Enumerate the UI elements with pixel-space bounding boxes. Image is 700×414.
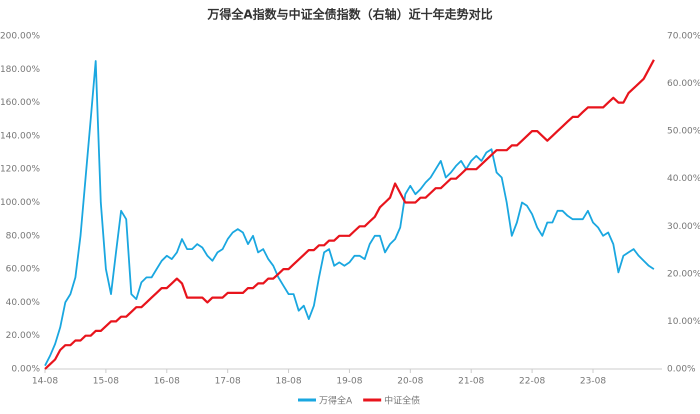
y-tick-label: 80.00% [6,231,41,241]
y-tick-label: 100.00% [0,198,40,208]
y2-tick-label: 70.00% [667,32,700,42]
legend-label: 万得全A [319,395,353,407]
x-tick-label: 21-08 [458,377,484,387]
y-tick-label: 180.00% [0,65,40,75]
x-tick-label: 23-08 [580,377,606,387]
y2-tick-label: 10.00% [667,317,700,327]
x-tick-label: 16-08 [154,377,180,387]
series-line [44,60,655,367]
chart-title: 万得全A指数与中证全债指数（右轴）近十年走势对比 [206,7,492,22]
series-line [44,59,655,370]
y-tick-label: 120.00% [0,165,40,175]
y-tick-label: 140.00% [0,131,40,141]
y-tick-label: 200.00% [0,32,40,42]
y2-tick-label: 20.00% [667,269,700,279]
y-tick-label: 40.00% [6,298,41,308]
y-tick-label: 60.00% [6,265,41,275]
x-tick-label: 20-08 [397,377,423,387]
x-tick-label: 17-08 [215,377,241,387]
x-tick-label: 15-08 [93,377,119,387]
y-tick-label: 20.00% [6,331,41,341]
y-tick-label: 0.00% [11,365,40,375]
y-tick-label: 160.00% [0,98,40,108]
y2-tick-label: 40.00% [667,174,700,184]
x-tick-label: 18-08 [275,377,301,387]
x-tick-label: 19-08 [336,377,362,387]
x-tick-label: 14-08 [32,377,58,387]
y2-tick-label: 30.00% [667,222,700,232]
y2-tick-label: 50.00% [667,127,700,137]
legend-label: 中证全债 [384,395,420,407]
y2-tick-label: 0.00% [667,365,696,375]
x-tick-label: 22-08 [519,377,545,387]
y2-tick-label: 60.00% [667,79,700,89]
